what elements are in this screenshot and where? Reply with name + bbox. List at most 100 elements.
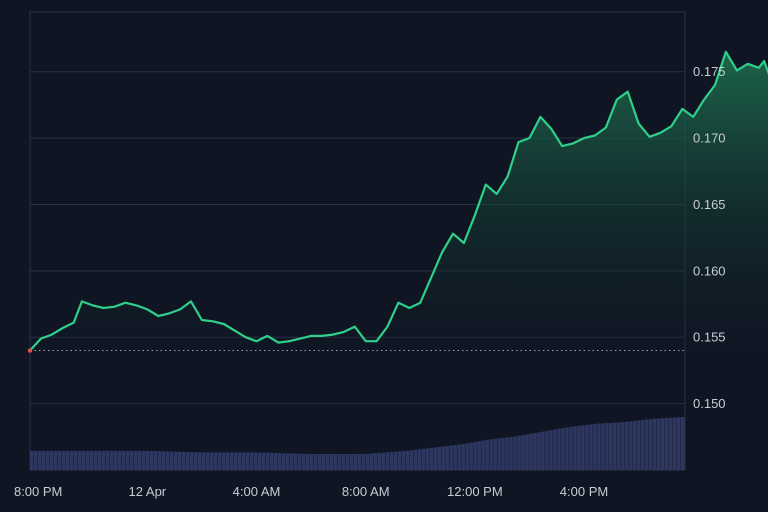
volume-bar xyxy=(529,433,533,470)
volume-bar xyxy=(105,450,110,470)
volume-bar xyxy=(289,453,294,470)
volume-bar xyxy=(553,429,557,470)
volume-bar xyxy=(493,438,497,470)
volume-bar xyxy=(653,418,657,470)
volume-bar xyxy=(357,454,362,470)
volume-bar xyxy=(457,444,461,470)
volume-bar xyxy=(333,454,338,470)
volume-bar xyxy=(337,454,342,470)
y-tick-label: 0.155 xyxy=(693,330,726,345)
volume-bar xyxy=(429,447,433,470)
volume-bar xyxy=(505,437,509,470)
volume-bar xyxy=(325,454,330,470)
x-tick-label: 12 Apr xyxy=(129,484,167,499)
volume-bar xyxy=(609,422,613,470)
volume-bar xyxy=(485,439,489,470)
volume-bar xyxy=(545,430,549,470)
volume-bar xyxy=(121,450,126,470)
volume-bar xyxy=(277,453,282,470)
volume-bar xyxy=(93,450,98,470)
volume-bar xyxy=(117,450,122,470)
volume-bar xyxy=(253,452,258,470)
y-tick-label: 0.150 xyxy=(693,396,726,411)
volume-bar xyxy=(101,450,106,470)
volume-bar xyxy=(533,432,537,470)
volume-bar xyxy=(445,446,449,470)
volume-bar xyxy=(161,451,166,470)
volume-bar xyxy=(165,451,170,470)
volume-bar xyxy=(637,420,641,470)
volume-bar xyxy=(565,427,569,470)
volume-bar xyxy=(593,423,597,470)
volume-bar xyxy=(269,452,274,470)
volume-bar xyxy=(409,450,414,470)
volume-bar xyxy=(169,451,174,470)
volume-bar xyxy=(233,452,238,470)
volume-bar xyxy=(257,452,262,470)
volume-bar xyxy=(81,450,86,470)
volume-bar xyxy=(329,454,334,470)
volume-bar xyxy=(573,426,577,470)
volume-bar xyxy=(301,453,306,470)
volume-bar xyxy=(205,452,210,470)
volume-bar xyxy=(613,422,617,470)
y-tick-label: 0.175 xyxy=(693,64,726,79)
volume-bar xyxy=(185,451,190,470)
volume-bar xyxy=(193,452,198,470)
y-tick-label: 0.170 xyxy=(693,131,726,146)
volume-bar xyxy=(221,452,226,470)
volume-bar xyxy=(605,423,609,470)
volume-bar xyxy=(129,450,134,470)
volume-bar xyxy=(601,423,605,470)
volume-bar xyxy=(177,451,182,470)
volume-bar xyxy=(49,450,54,470)
volume-bar xyxy=(77,450,82,470)
volume-bar xyxy=(469,442,473,470)
volume-bar xyxy=(317,454,322,470)
volume-bar xyxy=(537,432,541,470)
y-axis-ticks: 0.150 0.155 0.160 0.165 0.170 0.175 xyxy=(693,64,726,411)
volume-bar xyxy=(309,454,314,470)
volume-bar xyxy=(673,417,677,470)
volume-bar xyxy=(665,417,669,470)
volume-bar xyxy=(321,454,326,470)
x-tick-label: 8:00 AM xyxy=(342,484,390,499)
volume-bar xyxy=(41,450,46,470)
volume-bar xyxy=(365,453,370,470)
volume-bar xyxy=(157,451,162,470)
volume-bar xyxy=(133,450,138,470)
volume-bar xyxy=(137,450,142,470)
volume-bar xyxy=(401,451,406,470)
volume-bar xyxy=(513,436,517,470)
volume-bar xyxy=(677,417,681,470)
price-line xyxy=(27,50,768,353)
volume-bars xyxy=(30,416,685,470)
volume-bar xyxy=(525,434,529,470)
price-area xyxy=(30,51,768,351)
volume-bar xyxy=(501,437,505,470)
volume-bar xyxy=(509,436,513,470)
volume-bar xyxy=(669,417,673,470)
x-tick-label: 4:00 AM xyxy=(233,484,281,499)
volume-bar xyxy=(249,452,254,470)
volume-bar xyxy=(89,450,94,470)
volume-bar xyxy=(657,418,661,470)
volume-bar xyxy=(197,452,202,470)
volume-bar xyxy=(229,452,234,470)
volume-bar xyxy=(341,454,346,470)
volume-bar xyxy=(201,452,206,470)
volume-bar xyxy=(265,452,270,470)
volume-bar xyxy=(377,452,382,470)
price-series-line xyxy=(28,50,768,352)
volume-bar xyxy=(345,454,350,470)
volume-bar xyxy=(281,453,286,470)
volume-bar xyxy=(65,450,70,470)
volume-bar xyxy=(37,450,42,470)
volume-bar xyxy=(353,454,358,470)
volume-bar xyxy=(393,451,398,470)
volume-bar xyxy=(621,422,625,470)
volume-bar xyxy=(661,418,665,470)
volume-bar xyxy=(481,440,485,470)
volume-bar xyxy=(73,450,78,470)
volume-bar xyxy=(477,441,481,470)
